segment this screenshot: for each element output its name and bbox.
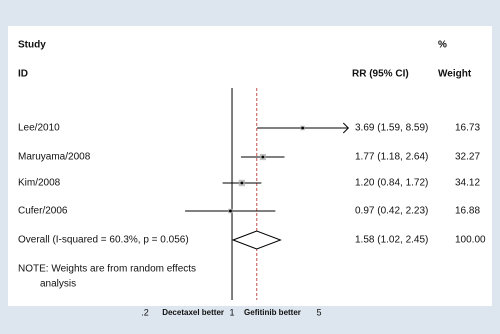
ci-label: 1.77 (1.18, 2.64) [355, 152, 428, 163]
header-id: ID [18, 69, 28, 80]
header-rr: RR (95% CI) [352, 69, 409, 80]
study-label: Cufer/2006 [18, 206, 68, 217]
ci-label: 1.20 (0.84, 1.72) [355, 178, 428, 189]
weight-label: 32.27 [455, 152, 480, 163]
overall-label: Overall (I-squared = 60.3%, p = 0.056) [18, 235, 189, 246]
overall-diamond [231, 230, 282, 250]
x-label-left: Decetaxel better [162, 308, 224, 317]
point [228, 209, 232, 213]
weight-label: 34.12 [455, 178, 480, 189]
note: analysis [40, 279, 76, 290]
x-tick-label: 5 [317, 307, 322, 317]
study-label: Maruyama/2008 [18, 152, 91, 163]
weight-label: 16.73 [455, 123, 480, 134]
x-label-right: Gefitinib better [244, 308, 301, 317]
point [261, 155, 265, 159]
note: NOTE: Weights are from random effects [18, 264, 196, 275]
study-label: Kim/2008 [18, 178, 61, 189]
overall-weight-label: 100.00 [455, 235, 486, 246]
plot-panel [8, 26, 492, 306]
weight-label: 16.88 [455, 206, 480, 217]
study-label: Lee/2010 [18, 123, 60, 134]
point [240, 181, 244, 185]
x-tick-label: 1 [230, 307, 235, 317]
ci-arrow [342, 122, 350, 134]
header-percent: % [438, 40, 447, 51]
point [301, 126, 305, 130]
ci-label: 0.97 (0.42, 2.23) [355, 206, 428, 217]
header-weight: Weight [438, 69, 472, 80]
ci-label: 3.69 (1.59, 8.59) [355, 123, 428, 134]
x-tick-label: .2 [141, 307, 149, 317]
overall-ci-label: 1.58 (1.02, 2.45) [355, 235, 428, 246]
header-study: Study [18, 40, 46, 51]
